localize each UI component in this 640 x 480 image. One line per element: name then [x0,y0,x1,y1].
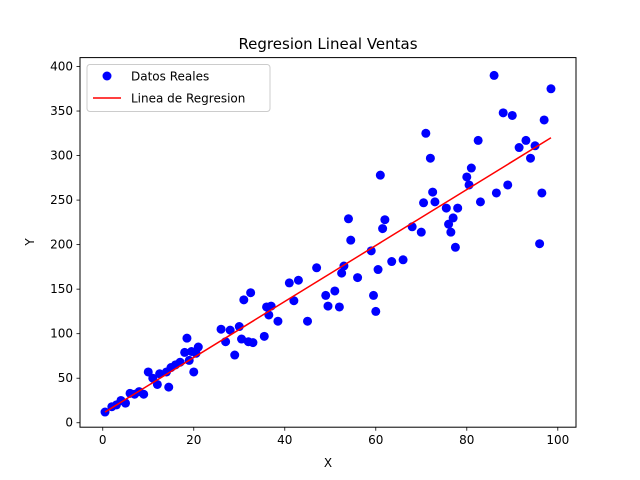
y-tick-label: 400 [50,60,73,74]
data-point-56 [369,290,378,300]
data-point-70 [430,197,440,207]
chart-title: Regresion Lineal Ventas [238,35,417,53]
data-point-72 [444,219,454,229]
data-point-53 [346,235,356,245]
data-point-62 [387,257,397,267]
data-point-77 [462,172,472,182]
y-axis: 0 50 100 150 200 250 300 350 400 [50,60,80,430]
data-point-80 [473,135,483,145]
data-point-93 [539,115,549,125]
data-point-94 [546,84,556,94]
data-point-50 [337,268,347,278]
legend-box [86,64,271,112]
data-point-13 [155,369,165,379]
y-tick-label: 100 [50,327,73,341]
data-point-85 [503,180,513,190]
data-point-42 [289,296,299,306]
data-point-60 [378,224,388,234]
data-point-89 [526,153,535,163]
y-tick-label: 350 [50,104,73,118]
data-point-67 [421,128,431,138]
y-tick-label: 50 [58,371,73,385]
y-tick-label: 200 [50,238,73,252]
data-point-90 [530,141,540,151]
legend-label-linea-de-regresion: Linea de Regresion [131,92,245,106]
data-point-57 [371,306,381,316]
data-point-71 [441,203,451,213]
data-point-10 [143,367,153,377]
data-point-68 [425,153,435,163]
data-point-43 [293,275,303,285]
plot-frame [79,57,577,428]
y-tick-label: 150 [50,282,73,296]
data-point-92 [537,188,547,198]
legend-label-datos-reales: Datos Reales [131,70,209,84]
y-tick-label: 0 [65,416,73,430]
data-point-47 [323,301,333,311]
data-point-86 [507,110,517,120]
y-axis-label: Y [23,238,37,247]
data-point-31 [237,334,247,344]
data-point-45 [312,263,322,273]
x-tick-label: 60 [368,433,383,447]
x-tick-label: 80 [459,433,474,447]
data-point-15 [164,382,174,392]
data-point-73 [446,227,456,237]
data-point-29 [230,350,240,360]
data-point-49 [334,302,344,312]
data-point-59 [375,170,385,180]
data-point-83 [491,188,501,198]
x-axis-label: X [324,456,332,470]
data-point-61 [380,215,390,225]
data-point-36 [259,331,269,341]
x-tick-label: 100 [546,433,569,447]
x-tick-label: 0 [99,433,107,447]
data-point-41 [284,278,294,288]
data-point-48 [330,286,340,296]
x-axis: 0 20 40 60 80 100 [99,427,569,447]
data-point-23 [189,367,199,377]
data-point-54 [353,273,363,283]
legend-scatter-marker [102,71,112,81]
data-point-75 [450,242,460,252]
data-point-12 [152,379,162,389]
data-point-9 [139,389,149,399]
data-point-91 [535,239,545,249]
y-tick-label: 300 [50,149,73,163]
data-point-82 [489,70,499,80]
data-point-44 [303,316,313,326]
regression-line [104,137,552,413]
data-point-46 [321,290,331,300]
data-point-79 [466,163,476,173]
data-point-25 [193,342,203,352]
legend: Datos Reales Linea de Regresion [86,64,271,112]
x-tick-label: 40 [277,433,292,447]
data-point-81 [475,197,485,207]
data-point-63 [398,255,408,265]
data-point-58 [373,265,383,275]
data-point-40 [273,316,283,326]
data-point-19 [180,347,190,357]
data-point-28 [225,325,235,335]
data-point-52 [343,214,353,224]
data-point-74 [448,213,458,223]
data-point-66 [419,198,429,208]
data-point-87 [514,143,524,153]
data-point-69 [428,187,438,197]
y-tick-label: 250 [50,193,73,207]
data-point-65 [416,227,426,237]
data-point-34 [246,288,256,298]
data-point-20 [182,333,192,343]
data-point-84 [498,108,508,118]
data-point-32 [239,295,249,305]
x-tick-label: 20 [186,433,201,447]
data-points [100,70,556,417]
data-point-88 [521,135,531,145]
data-point-55 [366,246,376,256]
data-point-26 [216,324,226,334]
data-point-35 [248,338,258,348]
regression-line-group [104,137,552,413]
data-point-76 [453,203,463,213]
